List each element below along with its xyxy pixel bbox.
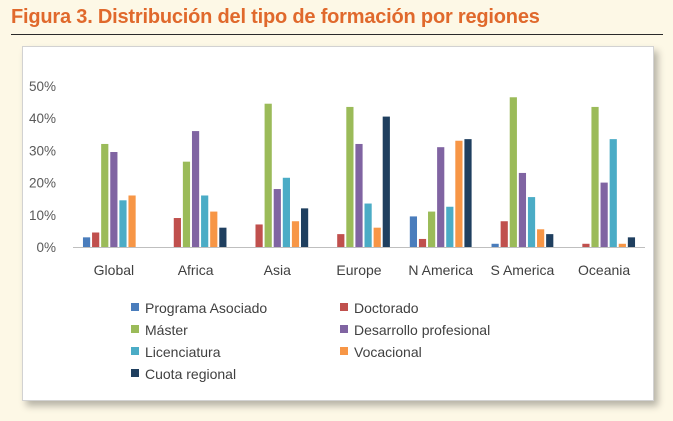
bar	[92, 232, 100, 247]
y-tick-label: 40%	[29, 111, 56, 126]
bar	[201, 195, 209, 247]
bar	[500, 221, 508, 247]
bar	[128, 195, 136, 247]
title-rule	[11, 34, 663, 35]
legend-item: Vocacional	[340, 344, 422, 360]
legend-swatch	[131, 369, 139, 377]
legend-item: Programa Asociado	[131, 300, 267, 316]
x-tick-label: Europe	[336, 262, 381, 278]
bar	[273, 189, 281, 247]
x-tick-label: N America	[408, 262, 473, 278]
figure-title: Figura 3. Distribución del tipo de forma…	[11, 6, 540, 28]
bar	[455, 140, 463, 247]
bar	[428, 211, 436, 247]
bar	[518, 172, 527, 247]
legend-swatch	[131, 325, 139, 333]
bar	[618, 243, 626, 247]
bar	[110, 152, 118, 247]
bar	[210, 211, 218, 247]
bar	[364, 203, 372, 247]
bar	[219, 227, 227, 247]
bar	[591, 106, 599, 248]
chart-panel: 0% 10% 20% 30% 40% 50% Global Africa Asia Europe…	[22, 46, 654, 401]
y-tick-label: 10%	[29, 208, 56, 223]
legend-swatch	[340, 347, 348, 355]
bar	[101, 143, 109, 247]
legend-label: Doctorado	[354, 300, 419, 316]
legend-item: Desarrollo profesional	[340, 322, 490, 338]
bar	[82, 237, 91, 247]
bar	[546, 234, 554, 247]
bar	[173, 218, 181, 247]
bar	[491, 243, 499, 247]
legend-item: Doctorado	[340, 300, 419, 316]
bar	[373, 227, 381, 247]
bar	[537, 229, 545, 247]
bar	[300, 208, 309, 247]
x-tick-label: S America	[490, 262, 554, 278]
bar	[509, 97, 517, 247]
bar	[337, 234, 345, 247]
bar	[382, 116, 390, 247]
bar	[600, 182, 608, 247]
bar	[627, 237, 636, 247]
legend-label: Vocacional	[354, 344, 422, 360]
bar	[527, 197, 536, 247]
bar	[409, 216, 418, 247]
bar	[355, 143, 363, 247]
bar	[264, 103, 272, 248]
bar	[446, 206, 454, 247]
y-tick-label: 20%	[29, 176, 56, 191]
legend-label: Máster	[145, 322, 188, 338]
bar-chart: 0% 10% 20% 30% 40% 50% Global Africa Asia Europe…	[29, 79, 645, 382]
legend-item: Licenciatura	[131, 344, 221, 360]
legend-label: Desarrollo profesional	[354, 322, 490, 338]
legend-label: Cuota regional	[145, 366, 236, 382]
x-tick-label: Global	[94, 262, 134, 278]
bar	[346, 106, 354, 248]
legend-label: Programa Asociado	[145, 300, 267, 316]
bar	[182, 161, 191, 247]
bar	[282, 177, 290, 247]
bar	[291, 221, 300, 247]
legend-swatch	[131, 347, 139, 355]
y-tick-label: 0%	[36, 240, 56, 255]
legend-swatch	[340, 325, 348, 333]
legend-item: Máster	[131, 322, 188, 338]
legend: Programa Asociado Doctorado Máster Desarrol…	[131, 300, 490, 382]
legend-item: Cuota regional	[131, 366, 236, 382]
bar	[119, 200, 127, 247]
x-tick-label: Oceania	[578, 262, 630, 278]
y-tick-label: 30%	[29, 143, 56, 158]
bar	[418, 238, 427, 247]
x-tick-label: Africa	[178, 262, 214, 278]
y-tick-label: 50%	[29, 79, 56, 94]
bar	[255, 224, 263, 247]
bar	[191, 131, 200, 247]
x-tick-label: Asia	[264, 262, 291, 278]
bar	[582, 243, 590, 247]
bar	[464, 139, 472, 247]
legend-swatch	[340, 303, 348, 311]
x-axis-labels: Global Africa Asia Europe N America S America…	[94, 262, 631, 278]
bars	[82, 97, 636, 248]
y-axis: 0% 10% 20% 30% 40% 50%	[29, 79, 56, 255]
bar	[437, 147, 445, 247]
legend-label: Licenciatura	[145, 344, 221, 360]
legend-swatch	[131, 303, 139, 311]
bar	[609, 139, 617, 247]
